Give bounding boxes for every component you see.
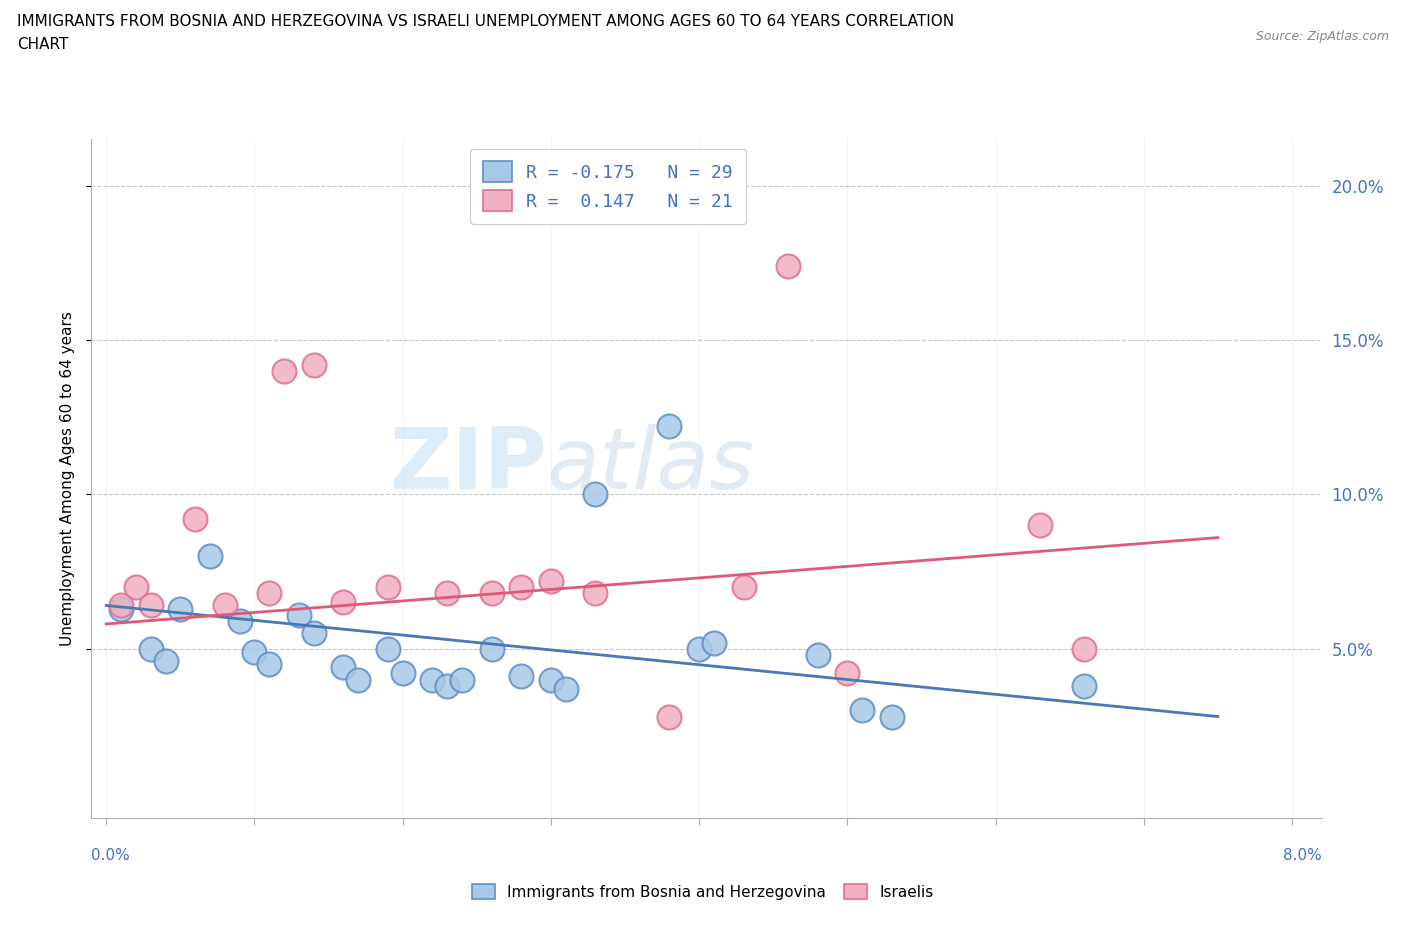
- Point: [1073, 642, 1095, 657]
- Point: [776, 259, 799, 273]
- Text: 0.0%: 0.0%: [91, 848, 131, 863]
- Point: [228, 614, 250, 629]
- Y-axis label: Unemployment Among Ages 60 to 64 years: Unemployment Among Ages 60 to 64 years: [60, 312, 76, 646]
- Point: [554, 682, 576, 697]
- Text: Source: ZipAtlas.com: Source: ZipAtlas.com: [1256, 30, 1389, 43]
- Point: [703, 635, 725, 650]
- Point: [184, 512, 207, 526]
- Point: [436, 678, 458, 693]
- Legend: Immigrants from Bosnia and Herzegovina, Israelis: Immigrants from Bosnia and Herzegovina, …: [465, 877, 941, 906]
- Point: [273, 364, 295, 379]
- Legend: R = -0.175   N = 29, R =  0.147   N = 21: R = -0.175 N = 29, R = 0.147 N = 21: [471, 149, 745, 223]
- Point: [807, 647, 830, 662]
- Text: CHART: CHART: [17, 37, 69, 52]
- Point: [420, 672, 443, 687]
- Point: [377, 642, 399, 657]
- Point: [481, 586, 503, 601]
- Point: [110, 598, 132, 613]
- Point: [155, 654, 177, 669]
- Point: [688, 642, 710, 657]
- Point: [302, 357, 325, 372]
- Point: [583, 487, 606, 502]
- Point: [837, 666, 859, 681]
- Text: 8.0%: 8.0%: [1282, 848, 1322, 863]
- Point: [347, 672, 370, 687]
- Point: [259, 657, 281, 671]
- Point: [139, 642, 162, 657]
- Text: IMMIGRANTS FROM BOSNIA AND HERZEGOVINA VS ISRAELI UNEMPLOYMENT AMONG AGES 60 TO : IMMIGRANTS FROM BOSNIA AND HERZEGOVINA V…: [17, 14, 955, 29]
- Point: [169, 601, 191, 616]
- Point: [125, 579, 148, 594]
- Point: [510, 669, 533, 684]
- Point: [540, 573, 562, 589]
- Point: [391, 666, 413, 681]
- Point: [243, 644, 266, 659]
- Point: [436, 586, 458, 601]
- Point: [451, 672, 474, 687]
- Text: atlas: atlas: [547, 424, 755, 507]
- Point: [1073, 678, 1095, 693]
- Point: [332, 659, 354, 674]
- Point: [110, 601, 132, 616]
- Point: [288, 607, 311, 622]
- Point: [880, 710, 903, 724]
- Point: [851, 703, 873, 718]
- Point: [481, 642, 503, 657]
- Point: [658, 710, 681, 724]
- Point: [540, 672, 562, 687]
- Point: [377, 579, 399, 594]
- Point: [583, 586, 606, 601]
- Point: [198, 549, 221, 564]
- Point: [658, 419, 681, 434]
- Point: [1029, 518, 1052, 533]
- Point: [733, 579, 755, 594]
- Point: [302, 626, 325, 641]
- Point: [214, 598, 236, 613]
- Point: [332, 595, 354, 610]
- Text: ZIP: ZIP: [389, 424, 547, 507]
- Point: [510, 579, 533, 594]
- Point: [259, 586, 281, 601]
- Point: [139, 598, 162, 613]
